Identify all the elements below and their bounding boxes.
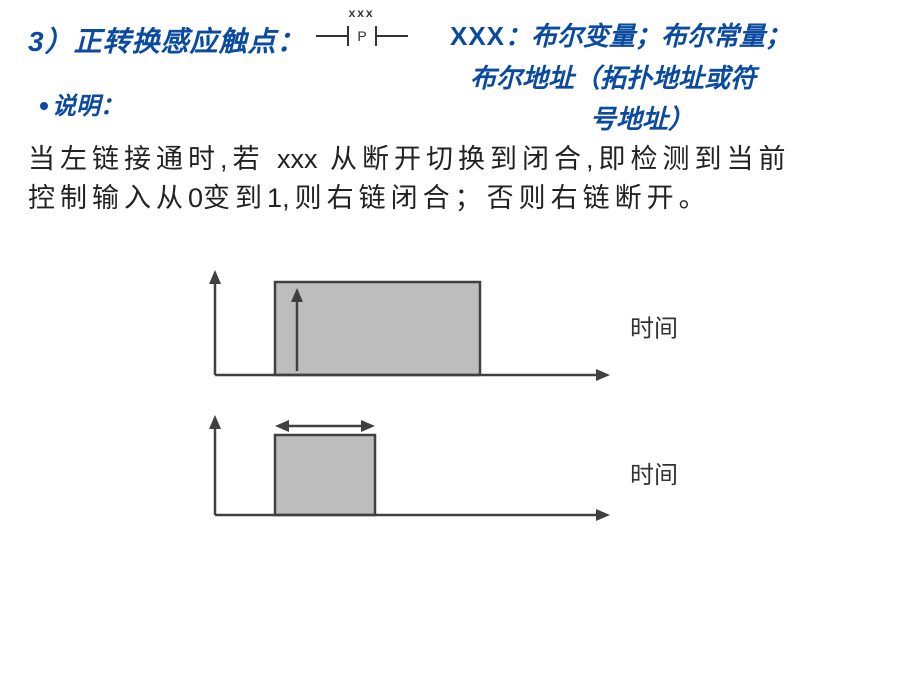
xxx-note: XXX：布尔变量；布尔常量； 布尔地址（拓扑地址或符 号地址） bbox=[450, 16, 920, 141]
timing-diagram: 时间时间 bbox=[160, 240, 720, 545]
svg-text:时间: 时间 bbox=[630, 316, 678, 343]
xxx-note-line2: 布尔地址（拓扑地址或符 bbox=[450, 58, 920, 100]
xxx-note-line3: 号地址） bbox=[450, 99, 920, 141]
symbol-top-label: xxx bbox=[312, 6, 412, 20]
contact-symbol-svg: P bbox=[312, 20, 412, 52]
ladder-symbol: xxx P bbox=[312, 6, 412, 52]
section-title: 3）正转换感应触点： bbox=[28, 20, 306, 60]
xxx-key: XXX bbox=[450, 21, 505, 51]
shuoming-label: 说明： bbox=[40, 86, 124, 121]
xxx-note-line1: ：布尔变量；布尔常量； bbox=[505, 21, 791, 51]
description: 当左链接通时,若 xxx 从断开切换到闭合,即检测到当前 控制输入从0变到1,则… bbox=[28, 140, 892, 218]
svg-text:时间: 时间 bbox=[630, 462, 678, 489]
bullet-icon bbox=[40, 102, 48, 110]
symbol-letter: P bbox=[357, 28, 366, 44]
